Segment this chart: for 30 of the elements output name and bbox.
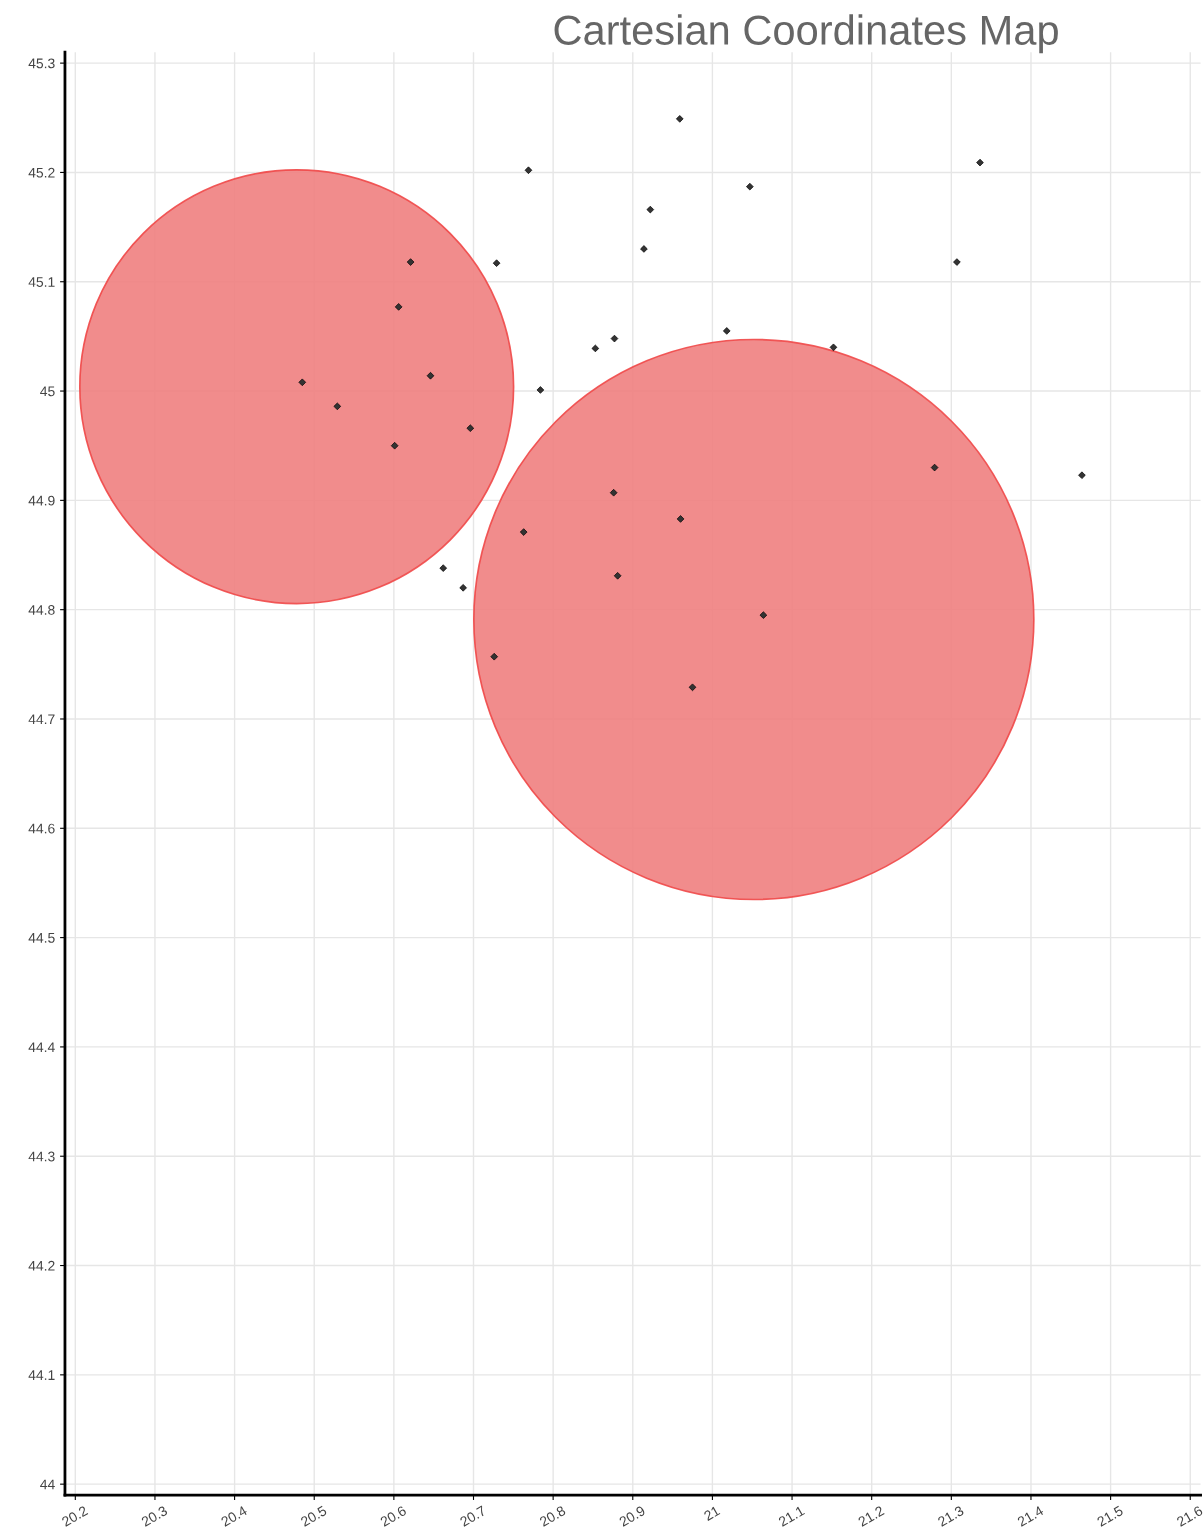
- y-tick-label: 44.5: [28, 933, 55, 943]
- x-tick-label: 21.2: [857, 1505, 885, 1527]
- y-tick-label: 44.6: [28, 823, 55, 834]
- y-tick-label: 44.8: [28, 605, 55, 615]
- y-tick-label: 44.2: [28, 1260, 55, 1271]
- x-tick-label: 21.4: [1016, 1505, 1045, 1527]
- y-tick-label: 44.7: [28, 714, 55, 725]
- x-tick-label: 21.3: [937, 1505, 965, 1527]
- x-tick-label: 20.4: [220, 1505, 248, 1527]
- y-tick-label: 44.1: [28, 1370, 55, 1380]
- y-tick-label: 44.4: [28, 1042, 55, 1052]
- y-tick-label: 45.1: [28, 277, 55, 287]
- x-tick-label: 20.2: [61, 1505, 89, 1527]
- x-tick-label: 21.1: [777, 1505, 805, 1527]
- x-tick-label: 21.5: [1096, 1505, 1124, 1527]
- y-tick-label: 45: [40, 386, 55, 397]
- x-tick-label: 20.3: [140, 1505, 168, 1527]
- x-tick-label: 20.7: [459, 1505, 487, 1527]
- y-tick-label: 45.3: [28, 58, 55, 69]
- x-tick-label: 21.6: [1176, 1505, 1203, 1527]
- y-tick-label: 44.3: [28, 1151, 55, 1162]
- x-tick-label: 20.6: [379, 1505, 407, 1527]
- y-tick-label: 45.2: [28, 167, 55, 178]
- x-tick-label: 20.8: [538, 1505, 567, 1527]
- x-tick-label: 21: [703, 1505, 721, 1521]
- x-tick-label: 20.5: [300, 1505, 328, 1527]
- chart-title: Cartesian Coordinates Map: [554, 14, 1058, 54]
- x-tick-label: 20.9: [618, 1505, 646, 1527]
- y-tick-label: 44.9: [28, 495, 55, 506]
- y-tick-label: 44: [40, 1479, 55, 1490]
